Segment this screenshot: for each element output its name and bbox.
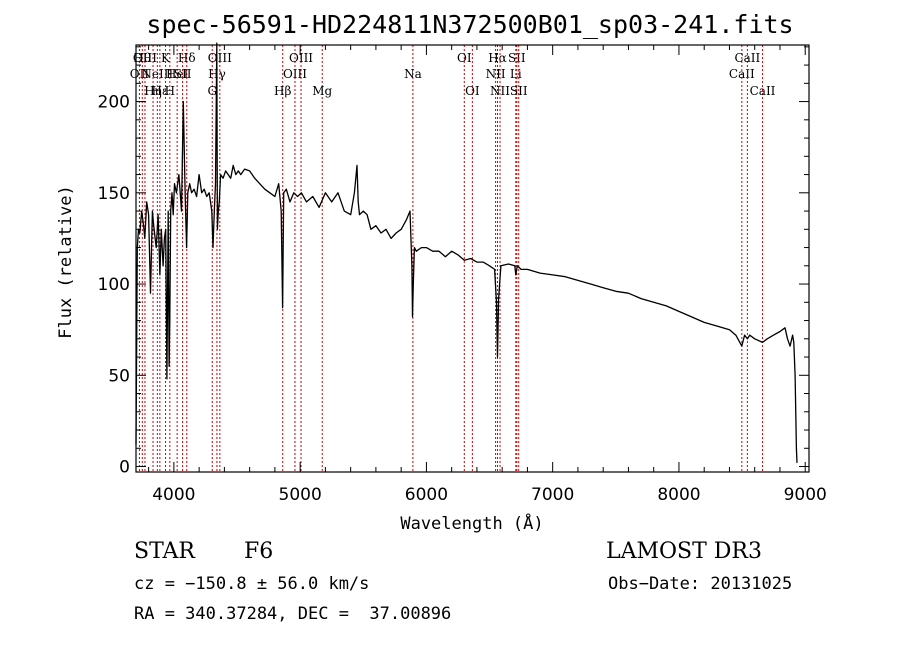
x-axis-label: Wavelength (Å) xyxy=(400,512,543,534)
line-marker-label: OIII xyxy=(283,67,307,81)
line-marker-label: Hε xyxy=(152,84,169,98)
x-tick-label: 7000 xyxy=(531,485,574,505)
line-marker-label: OI xyxy=(465,84,480,98)
line-marker-label: NII xyxy=(490,84,510,98)
line-marker-label: OI xyxy=(457,51,472,65)
y-axis-label: Flux (relative) xyxy=(56,185,76,339)
line-marker-label: OIII xyxy=(289,51,313,65)
y-tick-label: 200 xyxy=(98,93,130,113)
line-marker-label: SII xyxy=(508,51,526,65)
redshift-cz: cz = −150.8 ± 56.0 km/s xyxy=(134,574,370,594)
line-marker-label: NII xyxy=(486,67,506,81)
y-tick-label: 0 xyxy=(119,458,130,478)
line-marker-label: Hβ xyxy=(274,84,291,98)
x-tick-label: 8000 xyxy=(657,485,700,505)
line-marker-label: Na xyxy=(404,67,422,81)
line-marker-label: CaII xyxy=(729,67,755,81)
line-marker-label: SII xyxy=(174,67,192,81)
line-marker-label: OIII xyxy=(208,51,232,65)
line-marker-label: Hα xyxy=(488,51,507,65)
line-markers: OIIHθOIIIHηNeIIIHεKHHeISIIHδGHγOIIIHβOII… xyxy=(130,45,776,472)
plot-frame xyxy=(135,44,810,473)
line-marker-label: Hδ xyxy=(178,51,196,65)
line-marker-label: OIII xyxy=(133,51,157,65)
x-tick-label: 5000 xyxy=(279,485,322,505)
object-class: STAR xyxy=(134,539,195,564)
x-tick-label: 6000 xyxy=(405,485,448,505)
spectrum-series-line xyxy=(135,42,798,463)
ra-dec-coords: RA = 340.37284, DEC = 37.00896 xyxy=(134,604,452,624)
y-tick-label: 150 xyxy=(98,184,130,204)
x-tick-label: 9000 xyxy=(784,485,827,505)
line-marker-label: Hθ xyxy=(133,51,151,65)
chart-title: spec-56591-HD224811N372500B01_sp03-241.f… xyxy=(146,10,793,39)
line-marker-label: Mg xyxy=(312,84,332,98)
y-axis-ticks: 0 50 100 150 200 xyxy=(98,46,809,478)
line-marker-label: SII xyxy=(510,84,528,98)
x-axis-ticks: 4000 5000 6000 7000 8000 9000 xyxy=(148,45,827,505)
y-tick-label: 50 xyxy=(108,366,130,386)
line-marker-label: H xyxy=(165,84,175,98)
survey-name: LAMOST DR3 xyxy=(606,539,762,564)
line-marker-label: K xyxy=(161,51,171,65)
obs-date: Obs−Date: 20131025 xyxy=(608,574,793,594)
y-tick-label: 100 xyxy=(98,275,130,295)
line-marker-label: G xyxy=(207,84,217,98)
line-marker-label: CaII xyxy=(750,84,776,98)
x-tick-label: 4000 xyxy=(152,485,195,505)
subclass: F6 xyxy=(244,539,274,564)
line-marker-label: Li xyxy=(510,67,522,81)
line-marker-label: OII xyxy=(130,67,150,81)
line-marker-label: CaII xyxy=(734,51,760,65)
